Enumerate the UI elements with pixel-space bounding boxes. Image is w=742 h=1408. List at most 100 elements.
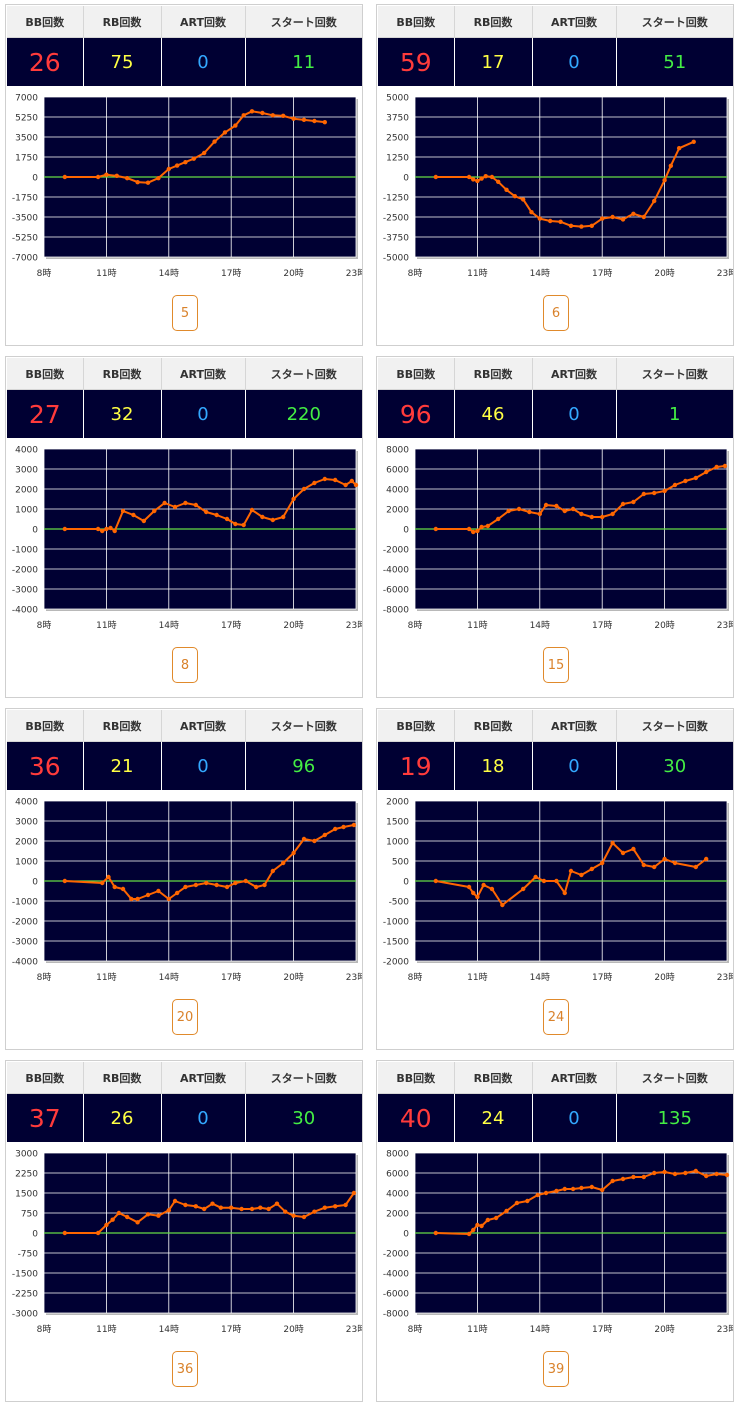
bb-count: 19 [378,741,455,790]
machine-number-button[interactable]: 24 [543,999,569,1035]
machine-number-button[interactable]: 8 [172,647,198,683]
art-count: 0 [161,741,246,790]
stats-table: BB回数 RB回数 ART回数 スタート回数 26 75 0 11 [7,6,362,86]
machine-number-button[interactable]: 39 [543,1351,569,1387]
machine-number-button[interactable]: 15 [543,647,569,683]
data-point [533,874,538,880]
machine-number-button[interactable]: 6 [543,295,569,331]
machine-number-button[interactable]: 20 [172,999,198,1035]
y-tick-label: 1000 [15,858,38,868]
data-point [554,1188,559,1194]
data-point [529,210,534,215]
header-art: ART回数 [532,710,617,742]
y-tick-label: -4000 [12,606,38,616]
data-point [579,511,584,517]
data-point [301,836,307,842]
header-rb: RB回数 [83,358,162,390]
header-bb: BB回数 [7,358,84,390]
data-point [683,478,688,484]
data-point [183,1202,188,1208]
data-point [610,1178,615,1184]
header-bb: BB回数 [378,710,455,742]
x-tick-label: 11時 [467,620,487,631]
data-point [520,886,526,892]
y-tick-label: -4000 [383,1270,409,1280]
art-count: 0 [532,1093,617,1142]
data-point [191,156,196,161]
y-tick-label: 500 [392,858,409,868]
data-point [600,216,605,221]
data-point [114,173,120,179]
data-point [249,109,255,114]
data-point [95,174,101,180]
data-point [291,496,296,502]
data-point [108,525,113,531]
data-point [322,119,327,125]
data-point [714,464,719,470]
start-count: 220 [245,389,362,438]
header-rb: RB回数 [83,1062,162,1094]
data-point [543,1190,549,1196]
stats-table: BB回数 RB回数 ART回数 スタート回数 59 17 0 51 [378,6,733,86]
data-point [543,502,549,508]
data-point [475,178,480,184]
data-point [312,1209,317,1214]
x-tick-label: 17時 [592,972,612,983]
y-tick-label: 3750 [386,114,409,124]
art-count: 0 [161,37,246,86]
x-tick-label: 11時 [96,972,116,983]
data-point [249,507,255,513]
art-count: 0 [532,37,617,86]
data-point [214,512,219,518]
data-point [312,838,317,844]
data-point [570,506,576,512]
data-point [693,1168,698,1174]
bb-count: 37 [7,1093,84,1142]
data-point [351,1190,357,1196]
data-point [475,894,480,900]
data-point [274,1201,280,1206]
data-point [652,198,657,204]
data-point [351,822,357,828]
data-point [104,1222,109,1228]
header-art: ART回数 [161,710,246,742]
data-point [152,508,157,514]
data-point [554,878,559,884]
machine-card: BB回数 RB回数 ART回数 スタート回数 27 32 0 220 4000 3000 2000 1… [5,356,363,698]
data-point [489,886,495,892]
data-point [496,516,501,522]
bb-count: 36 [7,741,84,790]
x-tick-label: 23時 [346,268,362,279]
data-point [201,1206,207,1212]
data-point [201,150,207,156]
data-point [466,526,472,532]
data-point [333,1204,338,1209]
start-count: 11 [245,37,362,86]
x-tick-label: 14時 [530,1324,550,1335]
data-point [322,476,327,482]
data-point [520,197,526,202]
header-rb: RB回数 [454,358,533,390]
machine-number-button[interactable]: 5 [172,295,198,331]
stats-table: BB回数 RB回数 ART回数 スタート回数 37 26 0 30 [7,1062,362,1142]
data-point [535,1192,540,1198]
y-tick-label: 0 [403,174,409,184]
data-point [253,884,259,890]
data-point [62,878,67,884]
data-point [479,176,484,181]
machine-number-button[interactable]: 36 [172,1351,198,1387]
data-point [343,482,348,488]
data-point [129,896,134,902]
stats-table: BB回数 RB回数 ART回数 スタート回数 40 24 0 135 [378,1062,733,1142]
y-tick-label: -6000 [383,1290,409,1300]
data-point [662,1169,667,1175]
data-point [104,172,109,177]
data-point [204,880,209,886]
x-tick-label: 23時 [717,972,733,983]
machine-card: BB回数 RB回数 ART回数 スタート回数 37 26 0 30 3000 2250 1500 75… [5,1060,363,1402]
start-count: 1 [616,389,733,438]
data-point [141,518,147,524]
data-point [514,1200,520,1206]
data-point [516,506,522,512]
y-tick-label: 3000 [15,466,38,476]
